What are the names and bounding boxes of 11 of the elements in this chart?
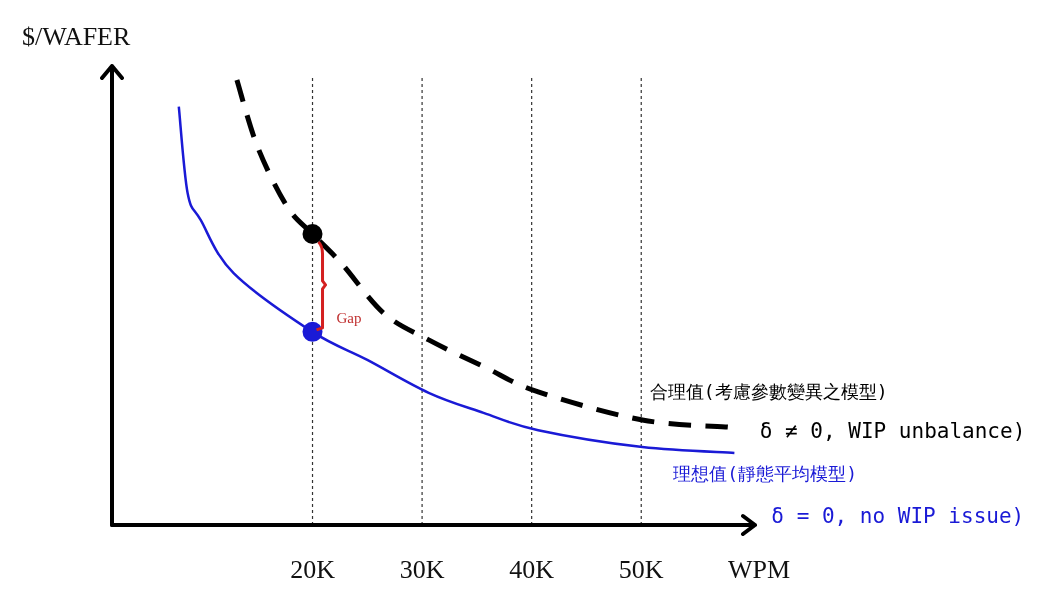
x-tick-label: 40K <box>509 555 555 584</box>
x-tick-label: 30K <box>399 555 445 584</box>
text: δ ≠ 0, WIP unbalance) <box>759 419 1026 444</box>
text: δ = 0, no WIP issue) <box>771 503 1025 528</box>
x-tick-label: 20K <box>290 555 336 584</box>
x-tick-label: 50K <box>618 555 664 584</box>
annotation: Gap <box>336 309 362 326</box>
series-label: 合理值(考慮參數變異之模型) <box>649 381 888 403</box>
series-label: 理想值(靜態平均模型) <box>673 462 858 484</box>
y-axis-title: $/WAFER <box>22 22 131 51</box>
x-axis-title: WPM <box>728 555 791 584</box>
